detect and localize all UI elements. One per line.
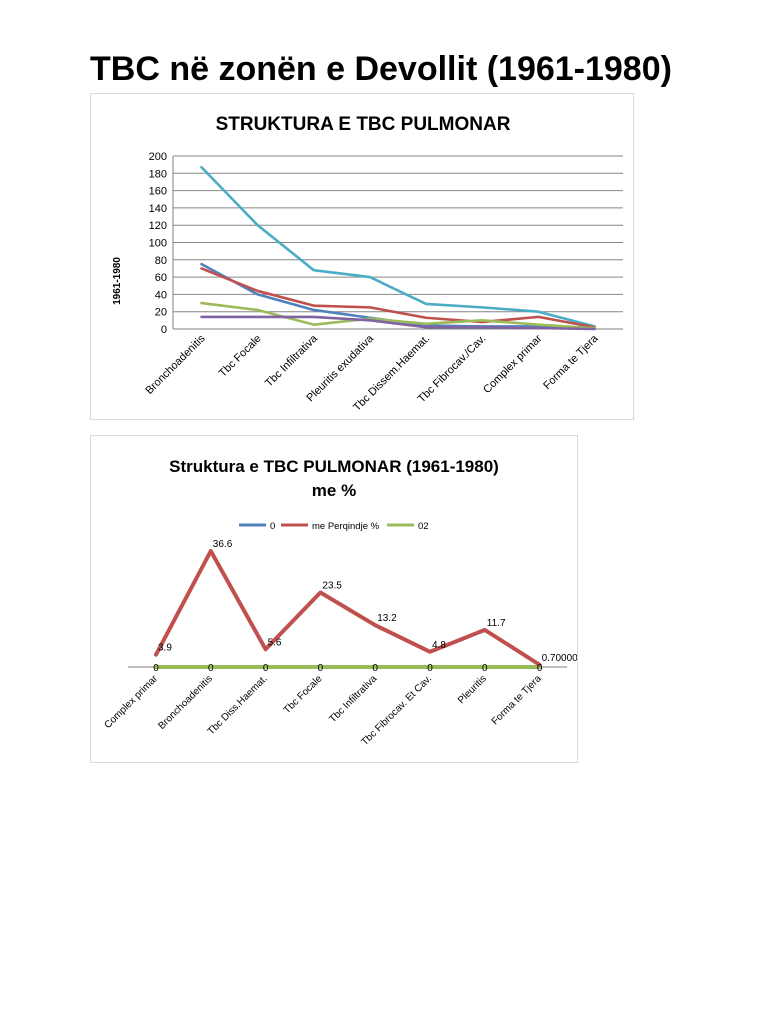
y-tick-label: 20 bbox=[155, 307, 167, 319]
data-label: 0 bbox=[153, 663, 159, 674]
y-tick-label: 120 bbox=[149, 220, 167, 232]
series-line bbox=[200, 262, 596, 330]
y-tick-label: 40 bbox=[155, 289, 167, 301]
data-label: 0 bbox=[482, 663, 488, 674]
series-lines bbox=[154, 549, 542, 669]
y-tick-label: 100 bbox=[149, 238, 167, 250]
line-chart-percent-svg: Struktura e TBC PULMONAR (1961-1980) me … bbox=[102, 457, 628, 748]
x-tick-label: Forma te Tjera bbox=[541, 332, 601, 392]
x-tick-labels: Bronchoadenitis Tbc Focale Tbc Infiltrativ… bbox=[143, 332, 601, 414]
data-label: 0 bbox=[372, 663, 378, 674]
y-tick-label: 0 bbox=[161, 324, 167, 336]
line-chart-structure: STRUKTURA E TBC PULMONAR 1961-1980 0 20 40… bbox=[90, 93, 634, 420]
x-tick-label: Tbc Infiltrativa bbox=[328, 673, 380, 725]
y-tick-labels: 0 20 40 60 80 100 120 140 160 180 200 bbox=[149, 151, 167, 336]
x-tick-label: Tbc Diss.Haemat. bbox=[206, 673, 270, 737]
data-label: 23.5 bbox=[322, 581, 342, 592]
data-label: 13.2 bbox=[377, 613, 397, 624]
x-tick-label: Pleuritis bbox=[456, 673, 489, 706]
data-label: 3.9 bbox=[158, 643, 172, 654]
legend-label: me Perqindje % bbox=[312, 521, 380, 532]
line-chart-structure-svg: STRUKTURA E TBC PULMONAR 1961-1980 0 20 40… bbox=[112, 114, 623, 414]
chart-subtitle: me % bbox=[312, 481, 356, 500]
legend-label: 02 bbox=[418, 521, 429, 532]
series-line bbox=[200, 301, 596, 330]
series-line bbox=[154, 549, 542, 667]
x-tick-label: Tbc Infiltrativa bbox=[263, 332, 321, 390]
line-chart-percent: Struktura e TBC PULMONAR (1961-1980) me … bbox=[90, 435, 628, 763]
x-tick-label: Bronchoadenitis bbox=[143, 332, 208, 397]
y-tick-label: 80 bbox=[155, 255, 167, 267]
x-tick-label: Tbc Focale bbox=[282, 673, 325, 716]
data-label: 0 bbox=[318, 663, 324, 674]
series-line bbox=[200, 315, 596, 331]
x-tick-label: Forma te Tjera bbox=[490, 673, 544, 727]
series-lines bbox=[200, 165, 596, 331]
data-label: 0 bbox=[208, 663, 214, 674]
x-tick-label: Tbc Focale bbox=[217, 333, 264, 380]
x-tick-label: Complex primar bbox=[481, 332, 545, 396]
chart-title: STRUKTURA E TBC PULMONAR bbox=[216, 114, 511, 135]
x-tick-label: Bronchoadenitis bbox=[156, 673, 214, 731]
y-axis-label: 1961-1980 bbox=[112, 257, 123, 305]
legend: 0 me Perqindje % 02 bbox=[239, 521, 429, 532]
legend-label: 0 bbox=[270, 521, 275, 532]
data-label: 0 bbox=[537, 663, 543, 674]
y-tick-label: 140 bbox=[149, 203, 167, 215]
y-tick-label: 160 bbox=[149, 186, 167, 198]
data-label: 5.6 bbox=[268, 637, 282, 648]
data-labels: 0 0 0 0 0 0 0 0 3.9 36.6 5.6 23.5 13.2 4.8 11.7 0.70000… bbox=[153, 539, 628, 680]
data-label: 36.6 bbox=[213, 539, 233, 550]
gridlines bbox=[172, 155, 623, 330]
series-line bbox=[200, 267, 596, 329]
y-tick-label: 200 bbox=[149, 151, 167, 163]
data-label: 0.70000000000000 bbox=[542, 653, 577, 664]
data-label: 11.7 bbox=[487, 618, 506, 629]
series-line bbox=[200, 165, 596, 328]
chart-title: Struktura e TBC PULMONAR (1961-1980) bbox=[169, 457, 499, 476]
y-tick-label: 60 bbox=[155, 272, 167, 284]
data-label: 0 bbox=[427, 663, 433, 674]
y-tick-label: 180 bbox=[149, 168, 167, 180]
x-tick-label: Complex primar bbox=[102, 673, 160, 731]
data-label: 0 bbox=[263, 663, 269, 674]
page-title: TBC në zonën e Devollit (1961-1980) bbox=[90, 50, 672, 88]
data-label: 4.8 bbox=[432, 640, 446, 651]
